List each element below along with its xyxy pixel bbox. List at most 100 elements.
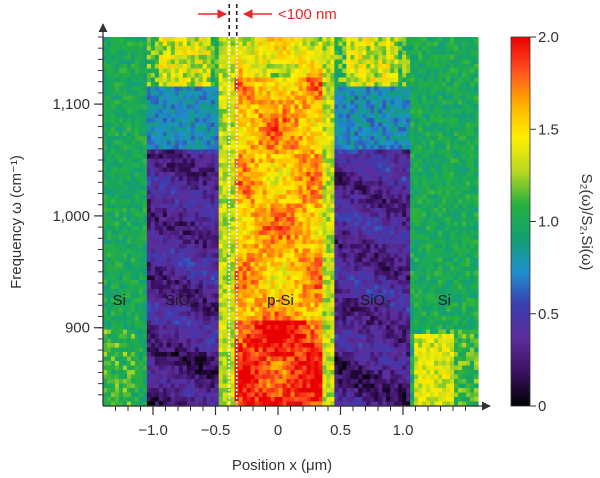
heatmap-cell xyxy=(282,293,288,299)
heatmap-cell xyxy=(218,181,224,187)
heatmap-cell xyxy=(246,140,252,146)
heatmap-cell xyxy=(270,176,276,182)
heatmap-cell xyxy=(254,383,260,389)
heatmap-cell xyxy=(270,113,276,119)
heatmap-cell xyxy=(334,379,339,385)
heatmap-cell xyxy=(222,37,228,43)
heatmap-cell xyxy=(210,190,216,196)
heatmap-cell xyxy=(314,77,320,83)
heatmap-cell xyxy=(282,127,288,133)
heatmap-cell xyxy=(126,64,132,70)
heatmap-cell xyxy=(106,275,112,281)
heatmap-cell xyxy=(246,365,252,371)
heatmap-cell xyxy=(106,298,112,304)
heatmap-cell xyxy=(130,100,136,106)
heatmap-cell xyxy=(218,356,224,362)
heatmap-cell xyxy=(326,104,331,110)
heatmap-cell xyxy=(150,284,156,290)
heatmap-cell xyxy=(182,46,188,52)
heatmap-cell xyxy=(318,316,324,322)
heatmap-cell xyxy=(326,266,331,272)
heatmap-cell xyxy=(242,374,248,380)
heatmap-cell xyxy=(342,77,347,83)
heatmap-cell xyxy=(186,176,192,182)
heatmap-cell xyxy=(110,55,116,61)
heatmap-cell xyxy=(334,104,339,110)
heatmap-cell xyxy=(322,212,327,218)
heatmap-cell xyxy=(334,167,339,173)
heatmap-cell xyxy=(118,244,124,250)
heatmap-cell xyxy=(218,199,224,205)
heatmap-cell xyxy=(122,113,128,119)
heatmap-cell xyxy=(103,104,108,110)
heatmap-cell xyxy=(258,248,264,254)
heatmap-cell xyxy=(122,73,128,79)
heatmap-cell xyxy=(214,248,220,254)
heatmap-cell xyxy=(202,334,208,340)
heatmap-cell xyxy=(130,397,136,403)
heatmap-cell xyxy=(270,356,276,362)
heatmap-cell xyxy=(254,122,260,128)
heatmap-cell xyxy=(270,311,276,317)
heatmap-cell xyxy=(126,100,132,106)
heatmap-cell xyxy=(286,172,292,178)
heatmap-cell xyxy=(262,298,268,304)
heatmap-cell xyxy=(194,239,200,245)
heatmap-cell xyxy=(162,356,168,362)
heatmap-cell xyxy=(310,307,316,313)
heatmap-cell xyxy=(310,176,316,182)
heatmap-cell xyxy=(103,136,108,142)
heatmap-cell xyxy=(162,199,168,205)
heatmap-cell xyxy=(218,334,224,340)
heatmap-cell xyxy=(103,356,108,362)
heatmap-cell xyxy=(126,41,132,47)
heatmap-cell xyxy=(342,320,347,326)
heatmap-cell xyxy=(198,172,204,178)
heatmap-cell xyxy=(170,311,176,317)
heatmap-cell xyxy=(138,145,144,151)
heatmap-cell xyxy=(262,181,268,187)
heatmap-cell xyxy=(150,77,156,83)
heatmap-cell xyxy=(222,271,228,277)
heatmap-cell xyxy=(334,311,339,317)
heatmap-cell xyxy=(338,199,343,205)
heatmap-cell xyxy=(154,329,160,335)
heatmap-cell xyxy=(250,68,256,74)
heatmap-cell xyxy=(122,374,128,380)
heatmap-cell xyxy=(118,55,124,61)
heatmap-cell xyxy=(178,203,184,209)
heatmap-cell xyxy=(326,307,331,313)
heatmap-cell xyxy=(158,127,164,133)
heatmap-cell xyxy=(110,239,116,245)
heatmap-cell xyxy=(182,158,188,164)
heatmap-cell xyxy=(118,140,124,146)
heatmap-cell xyxy=(178,212,184,218)
heatmap-cell xyxy=(198,365,204,371)
heatmap-cell xyxy=(122,280,128,286)
heatmap-cell xyxy=(318,262,324,268)
heatmap-cell xyxy=(202,266,208,272)
heatmap-cell xyxy=(150,298,156,304)
heatmap-cell xyxy=(246,167,252,173)
heatmap-cell xyxy=(122,235,128,241)
heatmap-cell xyxy=(246,113,252,119)
heatmap-cell xyxy=(250,248,256,254)
heatmap-cell xyxy=(182,365,188,371)
heatmap-cell xyxy=(110,64,116,70)
heatmap-cell xyxy=(246,316,252,322)
heatmap-cell xyxy=(310,266,316,272)
heatmap-cell xyxy=(198,275,204,281)
heatmap-cell xyxy=(294,163,300,169)
heatmap-cell xyxy=(122,356,128,362)
heatmap-cell xyxy=(103,374,108,380)
heatmap-cell xyxy=(258,221,264,227)
heatmap-cell xyxy=(118,154,124,160)
heatmap-cell xyxy=(158,118,164,124)
heatmap-cell xyxy=(242,122,248,128)
heatmap-cell xyxy=(106,320,112,326)
heatmap-cell xyxy=(282,383,288,389)
heatmap-cell xyxy=(318,37,324,43)
heatmap-cell xyxy=(270,275,276,281)
heatmap-cell xyxy=(110,271,116,277)
heatmap-cell xyxy=(250,199,256,205)
